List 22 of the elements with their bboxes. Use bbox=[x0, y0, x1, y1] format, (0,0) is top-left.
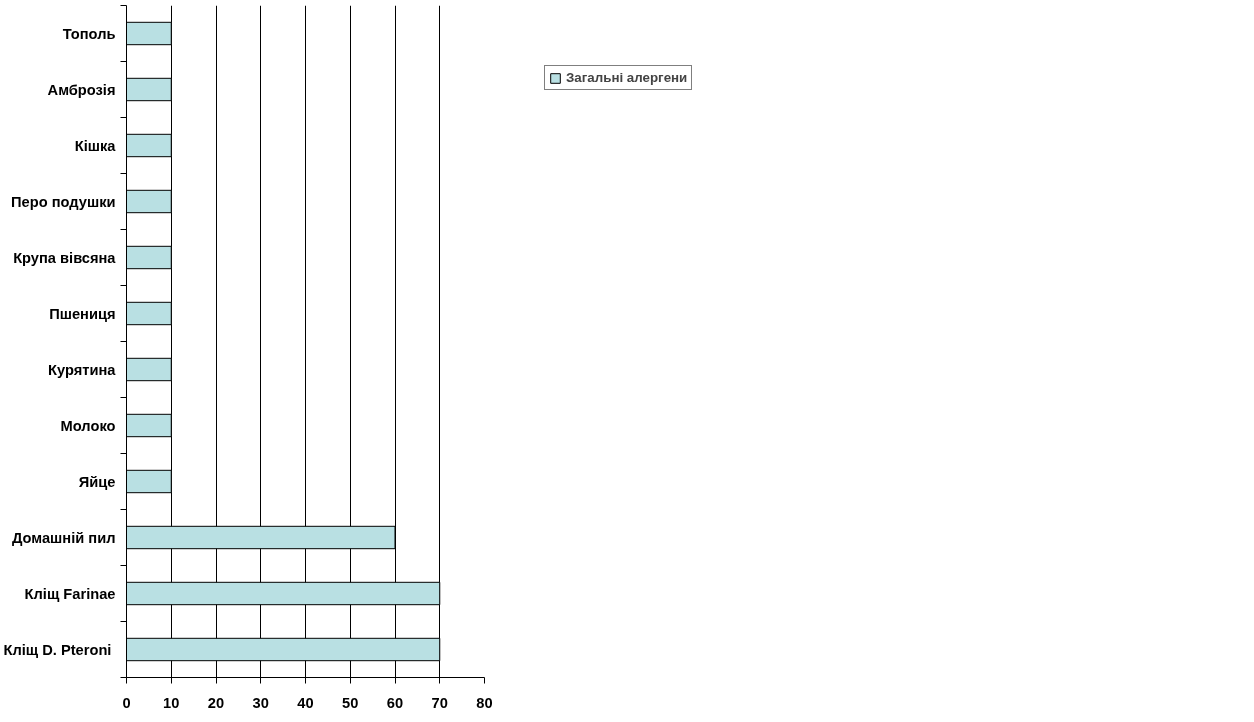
x-tick-label: 40 bbox=[297, 694, 314, 711]
y-tick-label: Кішка bbox=[74, 137, 117, 154]
x-tick-label: 80 bbox=[476, 694, 493, 711]
x-tick-label: 30 bbox=[252, 694, 269, 711]
y-tick-label: Амброзія bbox=[47, 81, 116, 98]
x-tick-label: 20 bbox=[207, 694, 225, 711]
y-tick-label: Кліщ Farinae bbox=[24, 585, 116, 602]
y-tick-label: Курятина bbox=[48, 361, 117, 378]
legend-label: Загальні алергени bbox=[566, 70, 688, 85]
y-tick-label: Кліщ D. Pteroni bbox=[3, 641, 112, 658]
x-tick-label: 70 bbox=[431, 694, 448, 711]
x-tick-label: 50 bbox=[342, 694, 359, 711]
y-tick-label: Домашній пил bbox=[11, 529, 116, 546]
y-tick-label: Пшениця bbox=[49, 305, 116, 322]
y-tick-label: Молоко bbox=[60, 417, 116, 434]
y-tick-label: Яйце bbox=[78, 473, 116, 490]
y-tick-label: Крупа вівсяна bbox=[13, 249, 117, 266]
x-tick-label: 60 bbox=[386, 694, 404, 711]
y-tick-label: Перо подушки bbox=[11, 193, 116, 210]
y-tick-label: Тополь bbox=[62, 25, 116, 42]
x-tick-label: 10 bbox=[163, 694, 180, 711]
x-tick-label: 0 bbox=[122, 694, 131, 711]
